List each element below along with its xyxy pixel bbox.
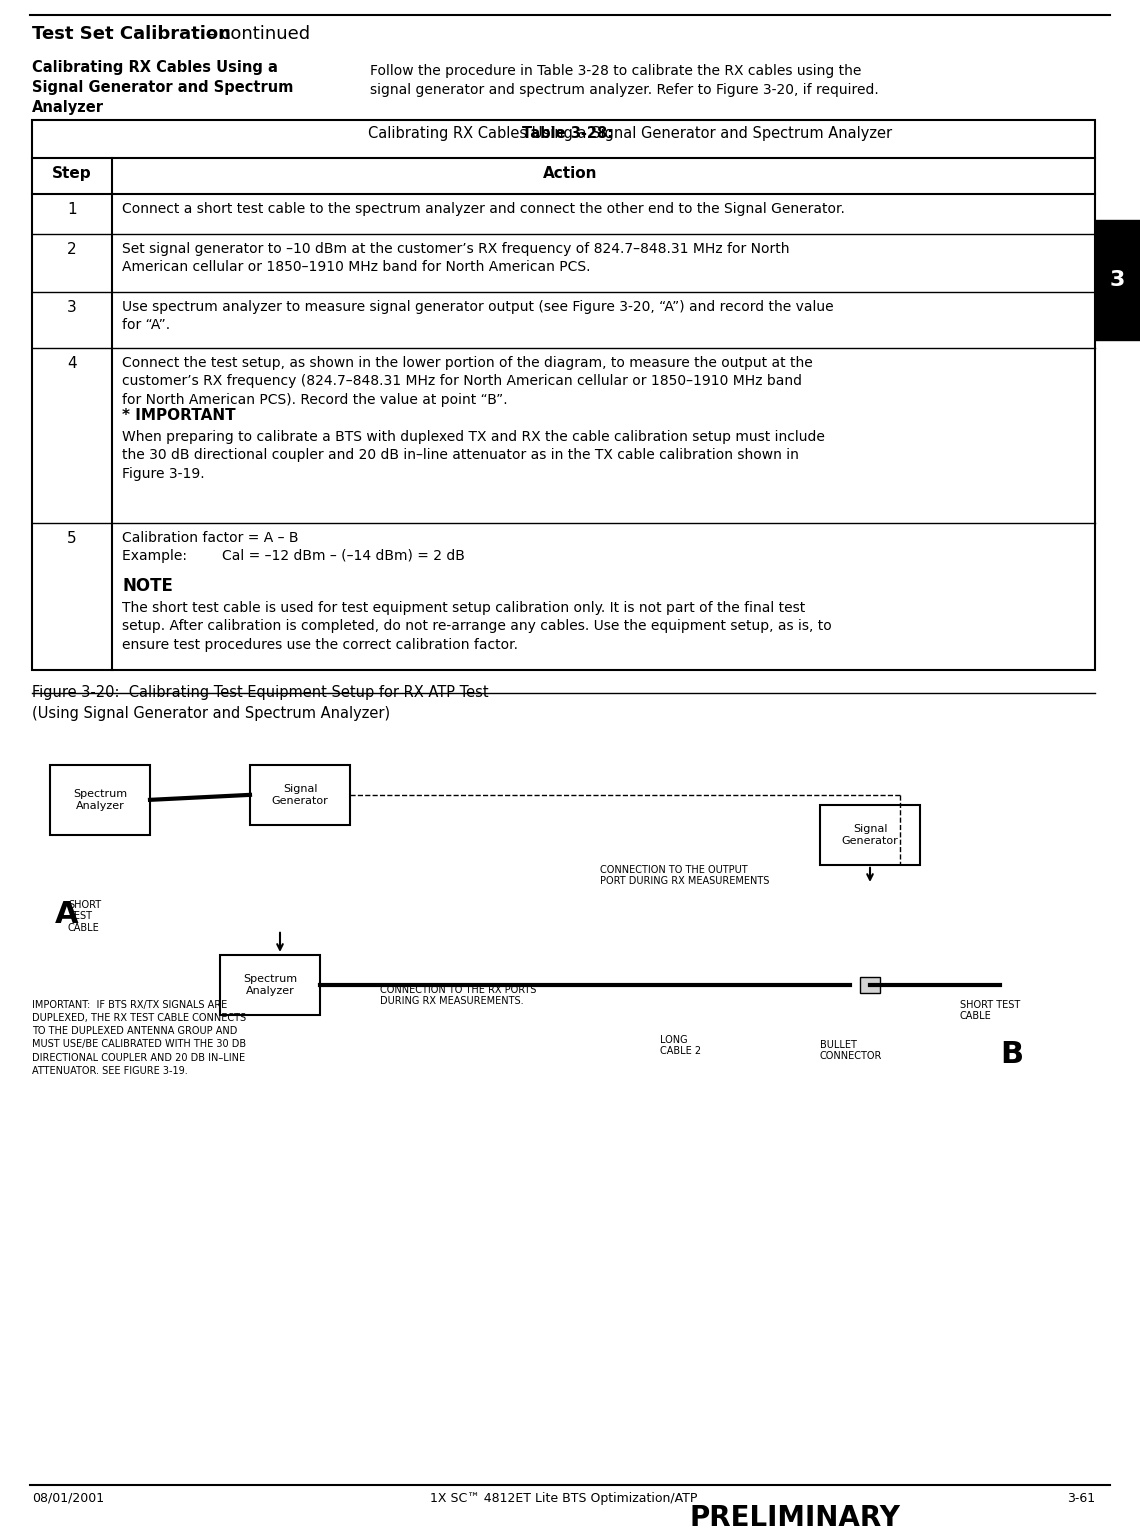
Text: Use spectrum analyzer to measure signal generator output (see Figure 3-20, “A”) : Use spectrum analyzer to measure signal …: [122, 300, 833, 333]
Text: 3-61: 3-61: [1067, 1492, 1096, 1505]
Text: Spectrum
Analyzer: Spectrum Analyzer: [243, 973, 298, 996]
Text: Connect a short test cable to the spectrum analyzer and connect the other end to: Connect a short test cable to the spectr…: [122, 202, 845, 216]
Text: The short test cable is used for test equipment setup calibration only. It is no: The short test cable is used for test eq…: [122, 601, 832, 651]
Text: Connect the test setup, as shown in the lower portion of the diagram, to measure: Connect the test setup, as shown in the …: [122, 356, 813, 407]
Text: Calibrating RX Cables Using a
Signal Generator and Spectrum
Analyzer: Calibrating RX Cables Using a Signal Gen…: [32, 60, 293, 114]
Text: CONNECTION TO THE OUTPUT
PORT DURING RX MEASUREMENTS: CONNECTION TO THE OUTPUT PORT DURING RX …: [600, 865, 770, 887]
Text: B: B: [1000, 1040, 1023, 1069]
Bar: [50, 765, 150, 835]
Text: Figure 3-20:  Calibrating Test Equipment Setup for RX ATP Test
(Using Signal Gen: Figure 3-20: Calibrating Test Equipment …: [32, 685, 489, 721]
Bar: [1096, 220, 1140, 340]
Text: Action: Action: [543, 166, 597, 182]
Bar: [250, 765, 350, 825]
Text: 1X SC™ 4812ET Lite BTS Optimization/ATP: 1X SC™ 4812ET Lite BTS Optimization/ATP: [430, 1492, 698, 1505]
Text: Table 3-28:: Table 3-28:: [522, 126, 618, 142]
Text: BULLET
CONNECTOR: BULLET CONNECTOR: [820, 1040, 882, 1061]
Text: – continued: – continued: [200, 25, 310, 43]
Text: Set signal generator to –10 dBm at the customer’s RX frequency of 824.7–848.31 M: Set signal generator to –10 dBm at the c…: [122, 242, 790, 274]
Text: 5: 5: [67, 531, 76, 545]
Text: IMPORTANT:  IF BTS RX/TX SIGNALS ARE
DUPLEXED, THE RX TEST CABLE CONNECTS
TO THE: IMPORTANT: IF BTS RX/TX SIGNALS ARE DUPL…: [32, 999, 246, 1076]
Bar: [860, 976, 880, 993]
Bar: [32, 120, 1096, 670]
Text: 08/01/2001: 08/01/2001: [32, 1492, 104, 1505]
Text: * IMPORTANT: * IMPORTANT: [122, 408, 236, 424]
Text: CONNECTION TO THE RX PORTS
DURING RX MEASUREMENTS.: CONNECTION TO THE RX PORTS DURING RX MEA…: [380, 984, 537, 1007]
Text: Step: Step: [52, 166, 92, 182]
Text: 3: 3: [1110, 270, 1125, 290]
Text: SHORT
TEST
CABLE: SHORT TEST CABLE: [68, 899, 101, 933]
Text: Calibrating RX Cables Using a Signal Generator and Spectrum Analyzer: Calibrating RX Cables Using a Signal Gen…: [368, 126, 893, 142]
Text: 1: 1: [67, 202, 76, 217]
Text: Spectrum
Analyzer: Spectrum Analyzer: [73, 788, 127, 810]
Text: LONG
CABLE 2: LONG CABLE 2: [660, 1035, 701, 1056]
Text: 2: 2: [67, 242, 76, 257]
Bar: [220, 955, 320, 1015]
Text: 4: 4: [67, 356, 76, 371]
Text: Signal
Generator: Signal Generator: [841, 824, 898, 845]
Text: Test Set Calibration: Test Set Calibration: [32, 25, 231, 43]
Bar: [820, 805, 920, 865]
Text: Follow the procedure in Table 3-28 to calibrate the RX cables using the
signal g: Follow the procedure in Table 3-28 to ca…: [370, 65, 879, 97]
Text: Calibration factor = A – B
Example:        Cal = –12 dBm – (–14 dBm) = 2 dB: Calibration factor = A – B Example: Cal …: [122, 531, 465, 564]
Text: When preparing to calibrate a BTS with duplexed TX and RX the cable calibration : When preparing to calibrate a BTS with d…: [122, 430, 825, 480]
Text: NOTE: NOTE: [122, 578, 173, 594]
Text: A: A: [55, 899, 79, 929]
Text: 3: 3: [67, 300, 76, 316]
Text: PRELIMINARY: PRELIMINARY: [690, 1503, 901, 1532]
Text: SHORT TEST
CABLE: SHORT TEST CABLE: [960, 999, 1020, 1021]
Text: Signal
Generator: Signal Generator: [271, 784, 328, 805]
